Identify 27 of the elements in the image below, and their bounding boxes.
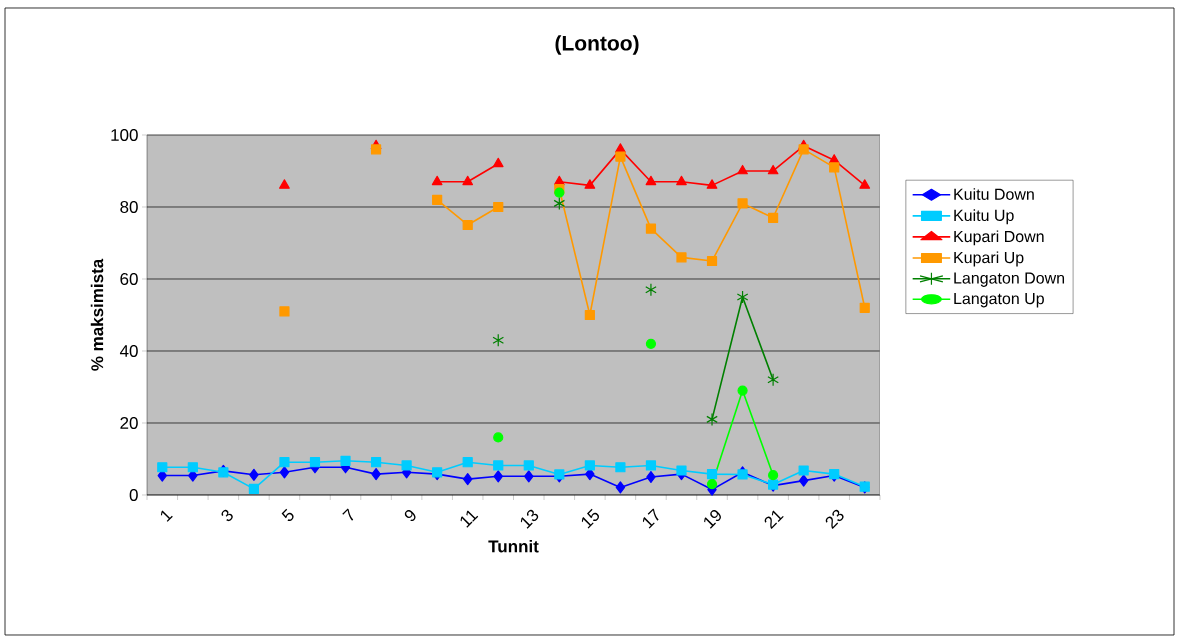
- x-tick-label: 1: [160, 510, 173, 522]
- legend-label: Langaton Up: [954, 293, 1044, 308]
- legend-label: Kupari Up: [954, 251, 1024, 267]
- y-tick-label: 20: [120, 416, 138, 430]
- chart-title: (Lontoo): [555, 35, 639, 55]
- x-tick-label: 23: [825, 509, 844, 529]
- x-tick-label: 17: [642, 508, 659, 529]
- x-axis-title: Tunnit: [488, 539, 539, 553]
- y-tick-label: 40: [119, 344, 138, 358]
- x-tick-label: 21: [764, 510, 784, 529]
- y-tick-label: 80: [120, 200, 138, 214]
- legend-label: Kupari Down: [954, 230, 1044, 246]
- x-tick-label: 15: [581, 508, 600, 529]
- x-tick-label: 5: [281, 508, 294, 522]
- x-tick-label: 19: [704, 510, 721, 529]
- y-axis-title: % maksimista: [90, 258, 104, 371]
- legend-label: Langaton Down: [954, 272, 1065, 287]
- y-tick-label: 100: [111, 128, 138, 142]
- x-tick-label: 3: [221, 509, 233, 522]
- x-tick-label: 11: [460, 510, 479, 528]
- x-tick-label: 7: [342, 508, 354, 521]
- x-tick-label: 9: [404, 510, 416, 522]
- legend-label: Kuitu Up: [954, 209, 1014, 225]
- y-tick-label: 60: [120, 272, 138, 286]
- y-tick-label: 0: [129, 488, 138, 502]
- legend-label: Kuitu Down: [954, 188, 1034, 200]
- x-tick-label: 13: [520, 509, 539, 529]
